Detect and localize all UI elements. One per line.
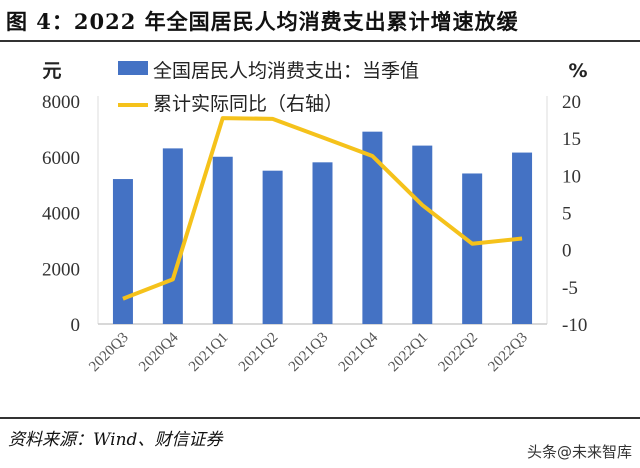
- bar: [162, 148, 183, 324]
- right-tick-label: -10: [562, 315, 587, 336]
- x-tick-label: 2022Q2: [435, 330, 480, 375]
- right-tick-label: 5: [562, 204, 572, 225]
- right-tick-label: 20: [562, 92, 581, 113]
- watermark: 头条@未来智库: [526, 443, 632, 461]
- bar: [362, 131, 383, 324]
- bar: [262, 170, 283, 324]
- x-tick-label: 2022Q3: [485, 330, 530, 375]
- right-tick-label: 0: [562, 241, 572, 262]
- left-tick-label: 0: [71, 315, 81, 336]
- left-tick-label: 6000: [42, 148, 80, 169]
- x-tick-label: 2021Q4: [336, 329, 382, 375]
- bar: [312, 162, 333, 324]
- left-tick-label: 4000: [42, 204, 80, 225]
- bar: [112, 179, 133, 324]
- bar: [462, 173, 483, 324]
- left-tick-label: 2000: [42, 259, 80, 280]
- x-tick-label: 2020Q3: [86, 330, 131, 375]
- legend-bar-label: 全国居民人均消费支出：当季值: [153, 60, 419, 82]
- x-tick-label: 2022Q1: [386, 330, 431, 375]
- bar: [212, 156, 233, 324]
- x-tick-label: 2020Q4: [136, 329, 182, 375]
- source-divider: [0, 417, 640, 419]
- x-tick-label: 2021Q2: [236, 330, 281, 375]
- legend-bar-swatch: [118, 61, 148, 75]
- bar: [412, 145, 433, 324]
- right-axis-unit: %: [568, 60, 587, 82]
- legend-line-label: 累计实际同比（右轴）: [153, 93, 343, 115]
- right-tick-label: 10: [562, 166, 581, 187]
- left-axis-unit: 元: [42, 60, 61, 82]
- left-tick-label: 8000: [42, 92, 80, 113]
- x-tick-label: 2021Q1: [186, 330, 231, 375]
- right-tick-label: 15: [562, 129, 581, 150]
- figure-title: 图 4：2022 年全国居民人均消费支出累计增速放缓: [6, 9, 519, 34]
- x-tick-label: 2021Q3: [286, 330, 331, 375]
- source-note: 资料来源：Wind、财信证券: [8, 430, 223, 450]
- bar: [512, 152, 533, 324]
- right-tick-label: -5: [562, 278, 578, 299]
- title-divider: [0, 40, 640, 42]
